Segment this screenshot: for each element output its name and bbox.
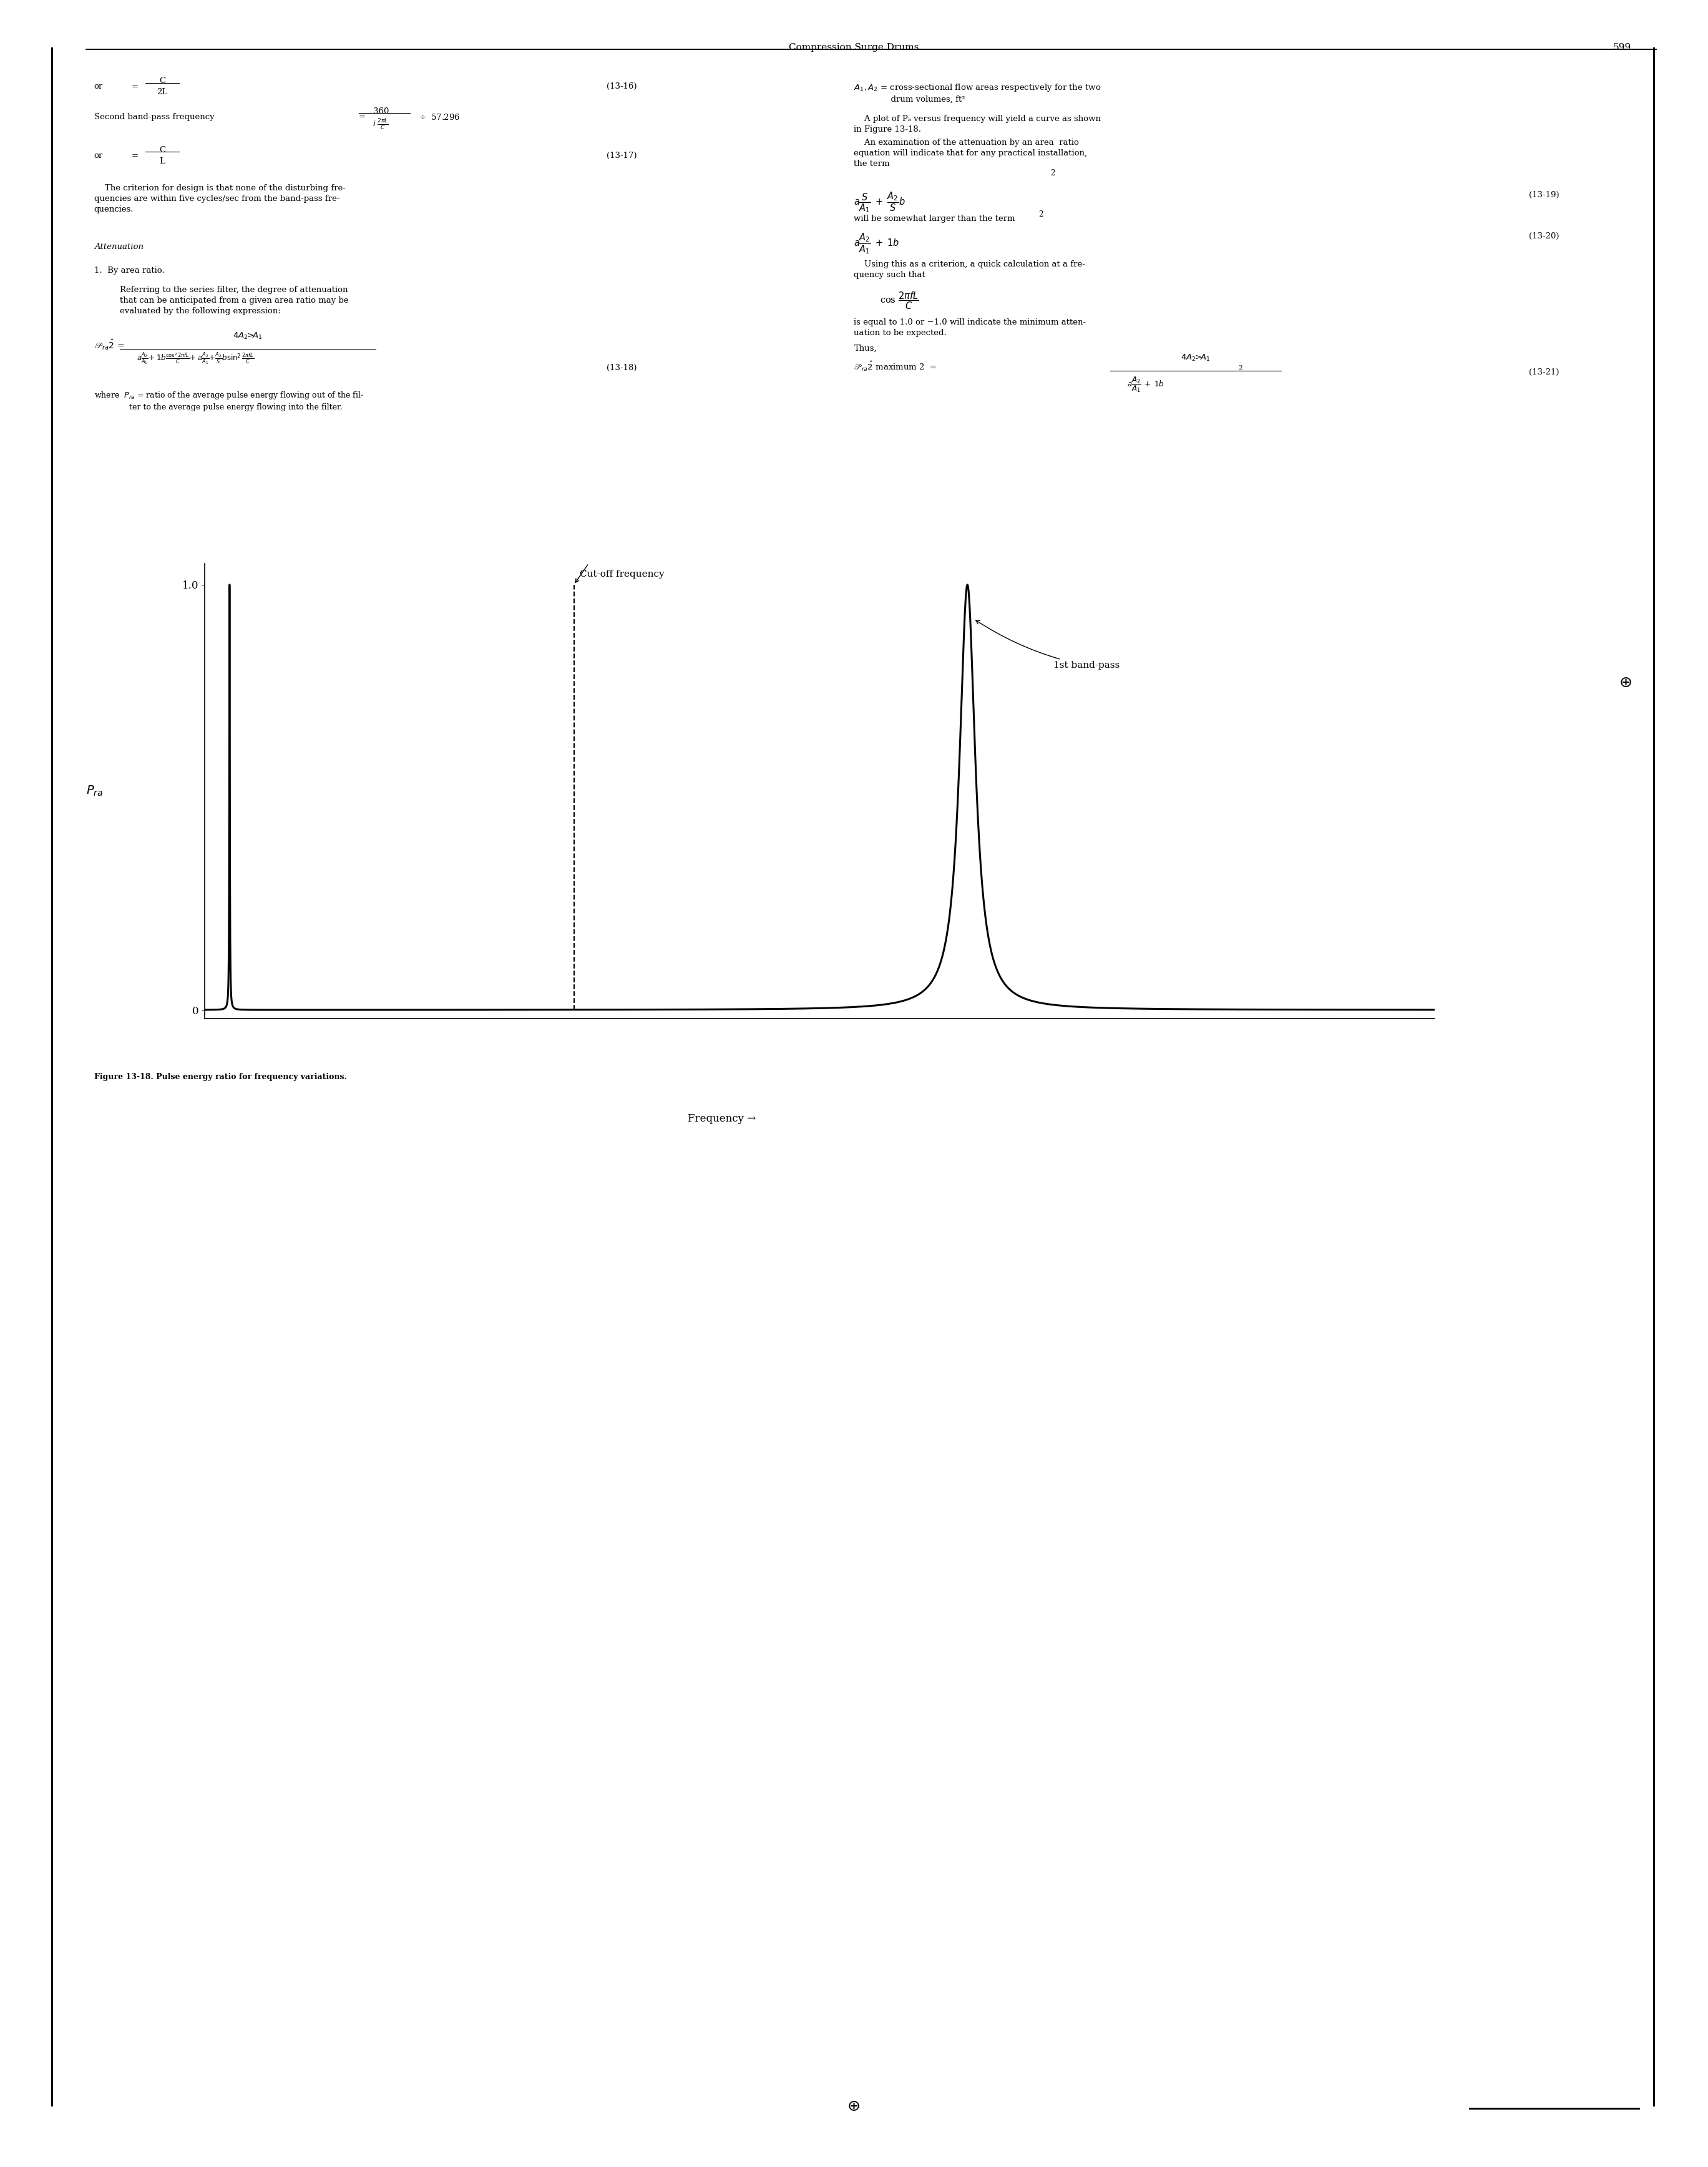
- Text: A plot of Pₐ versus frequency will yield a curve as shown
in Figure 13-18.: A plot of Pₐ versus frequency will yield…: [854, 115, 1102, 134]
- Text: (13-19): (13-19): [1529, 191, 1559, 199]
- Text: The criterion for design is that none of the disturbing fre-
quencies are within: The criterion for design is that none of…: [94, 184, 345, 215]
- Text: ⊕: ⊕: [1619, 676, 1633, 689]
- Text: 1st band-pass: 1st band-pass: [975, 620, 1120, 670]
- Text: (13-20): (13-20): [1529, 232, 1559, 241]
- Text: 2: 2: [1050, 169, 1056, 178]
- Text: $\mathscr{P}_{ra}\hat{2}$ maximum 2  =: $\mathscr{P}_{ra}\hat{2}$ maximum 2 =: [854, 360, 938, 373]
- Text: =: =: [132, 152, 138, 160]
- Text: 360: 360: [372, 106, 389, 115]
- Text: is equal to 1.0 or −1.0 will indicate the minimum atten-
uation to be expected.: is equal to 1.0 or −1.0 will indicate th…: [854, 319, 1086, 338]
- Text: Compression Surge Drums: Compression Surge Drums: [789, 43, 919, 52]
- Text: Using this as a criterion, a quick calculation at a fre-
quency such that: Using this as a criterion, a quick calcu…: [854, 260, 1086, 280]
- Text: Referring to the series filter, the degree of attenuation
that can be anticipate: Referring to the series filter, the degr…: [120, 286, 348, 316]
- Text: Second band-pass frequency: Second band-pass frequency: [94, 113, 214, 121]
- Text: $i\;\frac{2\pi L}{C}$: $i\;\frac{2\pi L}{C}$: [372, 117, 389, 132]
- Text: 1.  By area ratio.: 1. By area ratio.: [94, 267, 164, 275]
- Text: Thus,: Thus,: [854, 345, 876, 353]
- Text: (13-21): (13-21): [1529, 368, 1559, 377]
- Text: =: =: [132, 82, 138, 91]
- Text: $4A_2\!\!>\!\!A_1$: $4A_2\!\!>\!\!A_1$: [232, 332, 263, 340]
- Text: Cut-off frequency: Cut-off frequency: [581, 570, 664, 579]
- Text: or: or: [94, 82, 102, 91]
- Text: will be somewhat larger than the term: will be somewhat larger than the term: [854, 215, 1015, 223]
- Text: $\div$  57.296: $\div$ 57.296: [418, 113, 459, 121]
- Text: C: C: [159, 147, 166, 154]
- Text: Frequency →: Frequency →: [687, 1114, 755, 1125]
- Text: Figure 13-18. Pulse energy ratio for frequency variations.: Figure 13-18. Pulse energy ratio for fre…: [94, 1073, 347, 1081]
- Text: $a\dfrac{A_2}{A_1}\;+\;1b$: $a\dfrac{A_2}{A_1}\;+\;1b$: [1127, 375, 1165, 394]
- Text: $a\dfrac{A_2}{A_1}\;+\;1b$: $a\dfrac{A_2}{A_1}\;+\;1b$: [854, 232, 900, 256]
- Text: $P_{ra}$: $P_{ra}$: [85, 784, 102, 797]
- Text: where  $P_{ra}$ = ratio of the average pulse energy flowing out of the fil-
    : where $P_{ra}$ = ratio of the average pu…: [94, 390, 364, 412]
- Text: Attenuation: Attenuation: [94, 243, 143, 251]
- Text: C: C: [159, 76, 166, 85]
- Text: 2L: 2L: [157, 87, 167, 95]
- Text: or: or: [94, 152, 102, 160]
- Text: 2: 2: [1238, 366, 1242, 371]
- Text: 2: 2: [1038, 210, 1044, 219]
- Text: $a\frac{A_2}{A_1}$$ + \;1b\frac{\cos^2 2\pi fL}{C}$$ + \;a\frac{A_2}{A_1}$$ + \f: $a\frac{A_2}{A_1}$$ + \;1b\frac{\cos^2 2…: [137, 351, 254, 366]
- Text: $A_1, A_2$ = cross-sectional flow areas respectively for the two
              d: $A_1, A_2$ = cross-sectional flow areas …: [854, 82, 1102, 104]
- Text: 599: 599: [1612, 43, 1631, 52]
- Text: An examination of the attenuation by an area  ratio
equation will indicate that : An examination of the attenuation by an …: [854, 139, 1088, 169]
- Text: $4A_2\!\!>\!\!A_1$: $4A_2\!\!>\!\!A_1$: [1180, 353, 1211, 362]
- Text: (13-17): (13-17): [606, 152, 637, 160]
- Text: $\mathscr{P}_{ra}\hat{2}$ =: $\mathscr{P}_{ra}\hat{2}$ =: [94, 338, 125, 351]
- Text: =: =: [359, 113, 366, 121]
- Text: (13-18): (13-18): [606, 364, 637, 373]
- Text: (13-16): (13-16): [606, 82, 637, 91]
- Text: ⊕: ⊕: [847, 2100, 861, 2113]
- Text: $a\dfrac{S}{A_1}\;+\;\dfrac{A_2}{S}b$: $a\dfrac{S}{A_1}\;+\;\dfrac{A_2}{S}b$: [854, 191, 905, 215]
- Text: L: L: [159, 158, 166, 165]
- Text: cos $\dfrac{2\pi fL}{C}$: cos $\dfrac{2\pi fL}{C}$: [880, 290, 919, 310]
